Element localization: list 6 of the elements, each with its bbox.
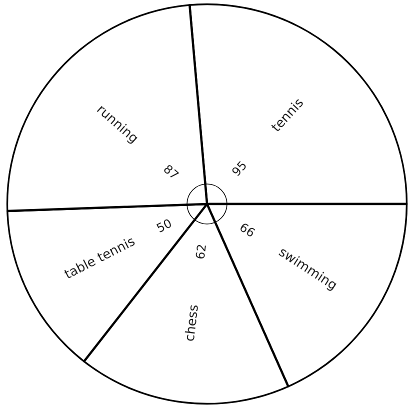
slice-label: chess — [182, 304, 202, 342]
data-label: 87 — [160, 162, 182, 182]
data-label: 66 — [237, 220, 258, 240]
data-label: 50 — [154, 216, 174, 236]
data-label: 62 — [193, 243, 210, 260]
data-label: 95 — [229, 158, 250, 179]
